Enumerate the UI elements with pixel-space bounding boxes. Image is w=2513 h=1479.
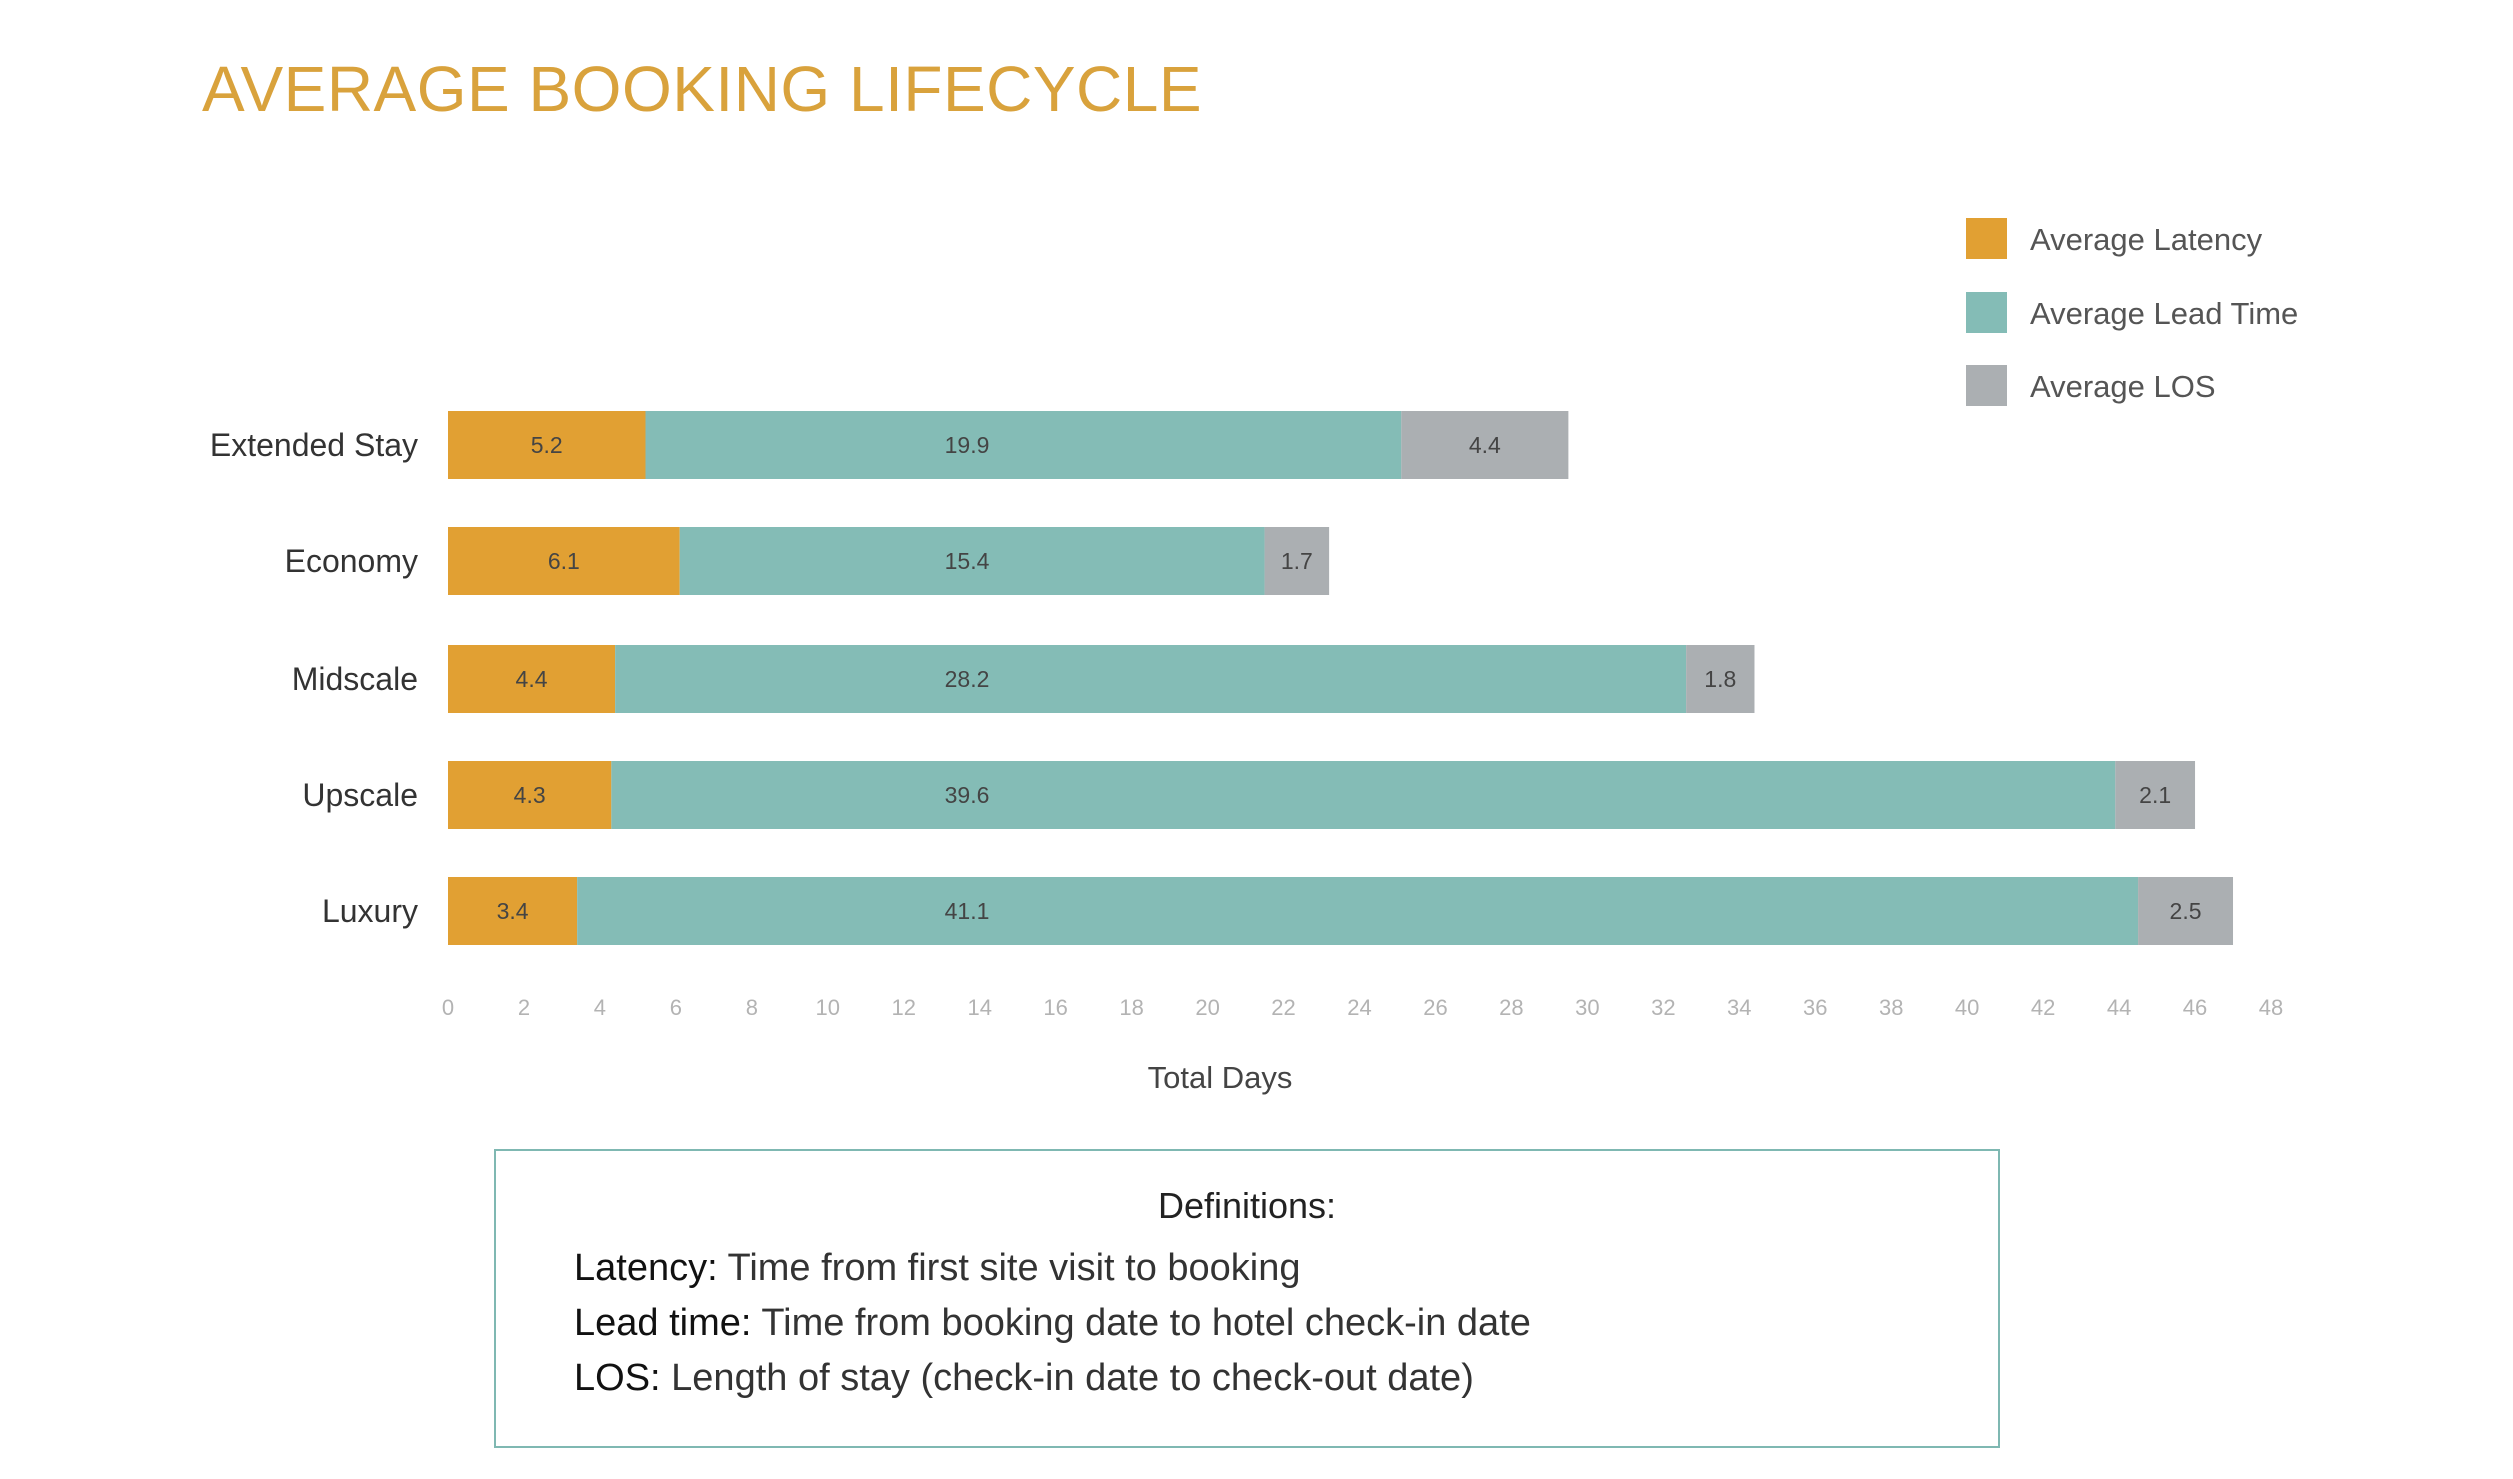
value-label-extended-stay-average-los: 4.4 [1469,432,1501,458]
bar-economy-average-los [1264,527,1330,595]
value-label-midscale-average-lead-time: 28.2 [945,666,990,692]
bar-luxury-average-lead-time [577,877,2139,945]
legend-label-average-lead-time: Average Lead Time [2030,296,2298,331]
x-tick-label: 28 [1499,995,1523,1020]
bar-upscale-average-los [2115,761,2196,829]
definition-term: Lead time: [574,1302,752,1344]
bar-extended-stay-average-los [1401,411,1569,479]
value-label-upscale-average-latency: 4.3 [514,782,546,808]
bar-midscale-average-latency [448,645,616,713]
x-tick-label: 30 [1575,995,1599,1020]
legend-label-average-latency: Average Latency [2030,222,2263,257]
definition-text: Length of stay (check-in date to check-o… [660,1357,1474,1399]
definition-term: LOS: [574,1357,661,1399]
legend-swatch-average-lead-time [1966,292,2007,333]
category-label-midscale: Midscale [292,661,418,697]
x-tick-label: 38 [1879,995,1903,1020]
value-label-economy-average-lead-time: 15.4 [945,548,990,574]
x-tick-label: 32 [1651,995,1675,1020]
x-tick-label: 34 [1727,995,1751,1020]
x-axis-title: Total Days [1148,1060,1293,1095]
bar-upscale-average-latency [448,761,612,829]
category-label-economy: Economy [285,543,418,579]
bar-upscale-average-lead-time [611,761,2116,829]
definitions-box: Definitions: Latency: Time from first si… [494,1149,2000,1448]
bar-midscale-average-lead-time [615,645,1687,713]
x-tick-label: 24 [1347,995,1371,1020]
stacked-bar-chart: Average Latency Average Lead Time Average … [210,218,2298,1095]
x-tick-label: 20 [1195,995,1219,1020]
bar-economy-average-lead-time [679,527,1265,595]
x-tick-label: 18 [1119,995,1143,1020]
value-label-luxury-average-lead-time: 41.1 [945,898,990,924]
x-axis: 0 2 4 6 8 10 12 14 16 18 20 22 24 26 28 30 32 34 36 38 40 42 4… [442,995,2283,1020]
bar-luxury-average-latency [448,877,578,945]
x-tick-label: 48 [2259,995,2283,1020]
x-tick-label: 0 [442,995,454,1020]
x-tick-label: 8 [746,995,758,1020]
value-label-economy-average-latency: 6.1 [548,548,580,574]
x-tick-label: 44 [2107,995,2131,1020]
x-tick-label: 6 [670,995,682,1020]
value-label-upscale-average-lead-time: 39.6 [945,782,990,808]
value-label-extended-stay-average-lead-time: 19.9 [945,432,990,458]
value-label-upscale-average-los: 2.1 [2139,782,2171,808]
value-label-midscale-average-latency: 4.4 [516,666,548,692]
definition-los: LOS: Length of stay (check-in date to ch… [574,1357,1474,1400]
legend-swatch-average-latency [1966,218,2007,259]
bar-extended-stay-average-lead-time [645,411,1402,479]
value-label-luxury-average-latency: 3.4 [497,898,529,924]
x-tick-label: 10 [816,995,840,1020]
x-tick-label: 46 [2183,995,2207,1020]
definition-lead-time: Lead time: Time from booking date to hot… [574,1302,1531,1345]
x-tick-label: 4 [594,995,606,1020]
definition-latency: Latency: Time from first site visit to b… [574,1247,1301,1290]
definition-term: Latency: [574,1247,718,1289]
legend-swatch-average-los [1966,365,2007,406]
x-tick-label: 2 [518,995,530,1020]
value-label-midscale-average-los: 1.8 [1704,666,1736,692]
bar-economy-average-latency [448,527,680,595]
chart-title: AVERAGE BOOKING LIFECYCLE [202,53,1203,125]
legend-label-average-los: Average LOS [2030,369,2216,404]
x-tick-label: 36 [1803,995,1827,1020]
definitions-title: Definitions: [1157,1185,1337,1226]
bar-luxury-average-los [2138,877,2234,945]
x-tick-label: 40 [1955,995,1979,1020]
value-label-luxury-average-los: 2.5 [2170,898,2202,924]
chart-legend: Average Latency Average Lead Time Average … [1966,218,2298,406]
x-tick-label: 42 [2031,995,2055,1020]
value-label-economy-average-los: 1.7 [1281,548,1313,574]
category-label-luxury: Luxury [322,893,418,929]
x-tick-label: 22 [1271,995,1295,1020]
definition-text: Time from first site visit to booking [717,1247,1301,1289]
bar-group: Extended Stay 5.2 19.9 4.4 Economy 6.1 15.4 1.7… [210,411,2234,945]
category-label-upscale: Upscale [302,777,418,813]
x-tick-label: 26 [1423,995,1447,1020]
definition-text: Time from booking date to hotel check-in… [751,1302,1531,1344]
x-tick-label: 12 [892,995,916,1020]
value-label-extended-stay-average-latency: 5.2 [531,432,563,458]
category-label-extended-stay: Extended Stay [210,427,418,463]
bar-midscale-average-los [1686,645,1755,713]
x-tick-label: 14 [967,995,991,1020]
bar-extended-stay-average-latency [448,411,646,479]
x-tick-label: 16 [1043,995,1067,1020]
